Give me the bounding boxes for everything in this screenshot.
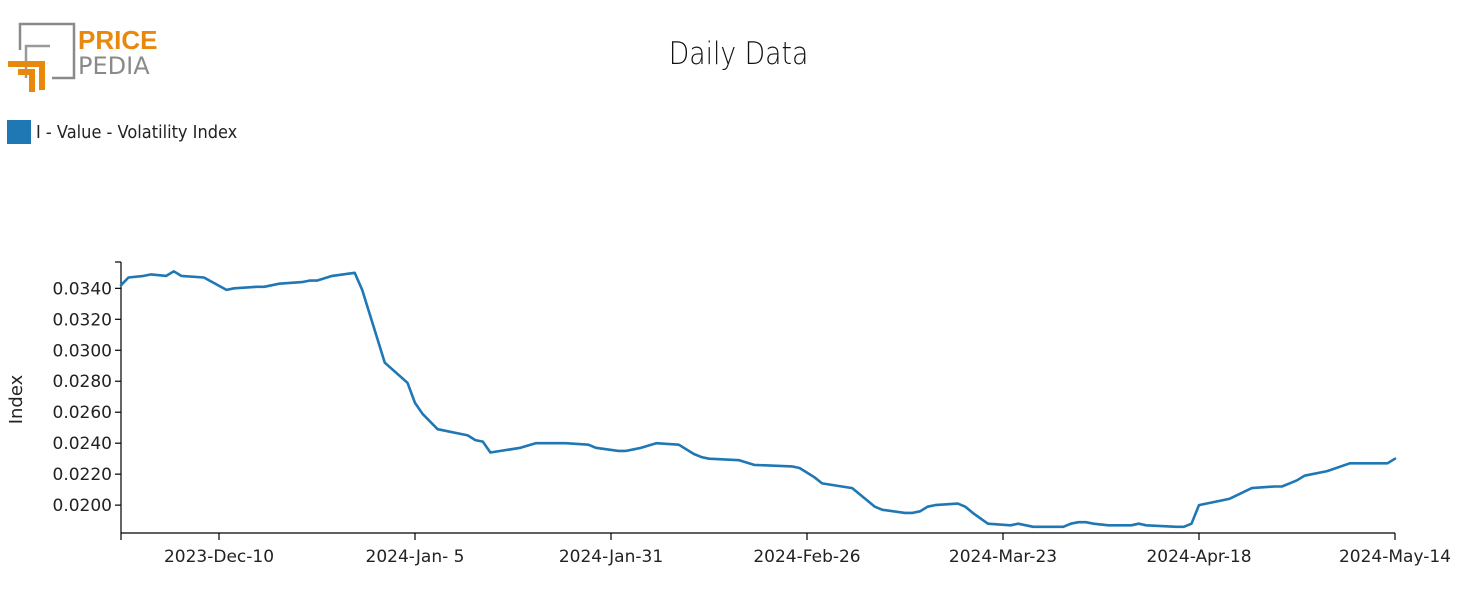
y-tick-label: 0.0280 (53, 372, 112, 392)
pricepedia-logo-mark: PRICE PEDIA (8, 22, 157, 92)
y-tick-label: 0.0200 (53, 496, 112, 516)
x-tick-label: 2024-May-14 (1339, 547, 1451, 567)
y-axis-title: Index (6, 374, 27, 424)
x-tick-label: 2024-Mar-23 (949, 547, 1057, 567)
series-line-volatility-index (119, 270, 1397, 529)
legend-swatch (7, 120, 31, 144)
chart-legend: I - Value - Volatility Index (7, 120, 260, 144)
legend-label: I - Value - Volatility Index (36, 121, 238, 143)
y-tick-label: 0.0300 (53, 341, 112, 361)
y-tick-label: 0.0260 (53, 403, 112, 423)
chart-title: Daily Data (668, 36, 809, 72)
y-tick-label: 0.0320 (53, 310, 112, 330)
logo-text-pedia: PEDIA (78, 52, 150, 80)
x-tick-label: 2024-Feb-26 (753, 547, 860, 567)
y-tick-label: 0.0220 (53, 465, 112, 485)
x-tick-label: 2023-Dec-10 (164, 547, 274, 567)
x-tick-label: 2024-Apr-18 (1146, 547, 1251, 567)
logo-text-price: PRICE (78, 25, 157, 55)
x-tick-label: 2024-Jan- 5 (366, 547, 465, 567)
y-tick-label: 0.0240 (53, 434, 112, 454)
x-tick-label: 2024-Jan-31 (559, 547, 663, 567)
pricepedia-logo: PRICE PEDIA (6, 20, 166, 96)
y-tick-label: 0.0340 (53, 279, 112, 299)
